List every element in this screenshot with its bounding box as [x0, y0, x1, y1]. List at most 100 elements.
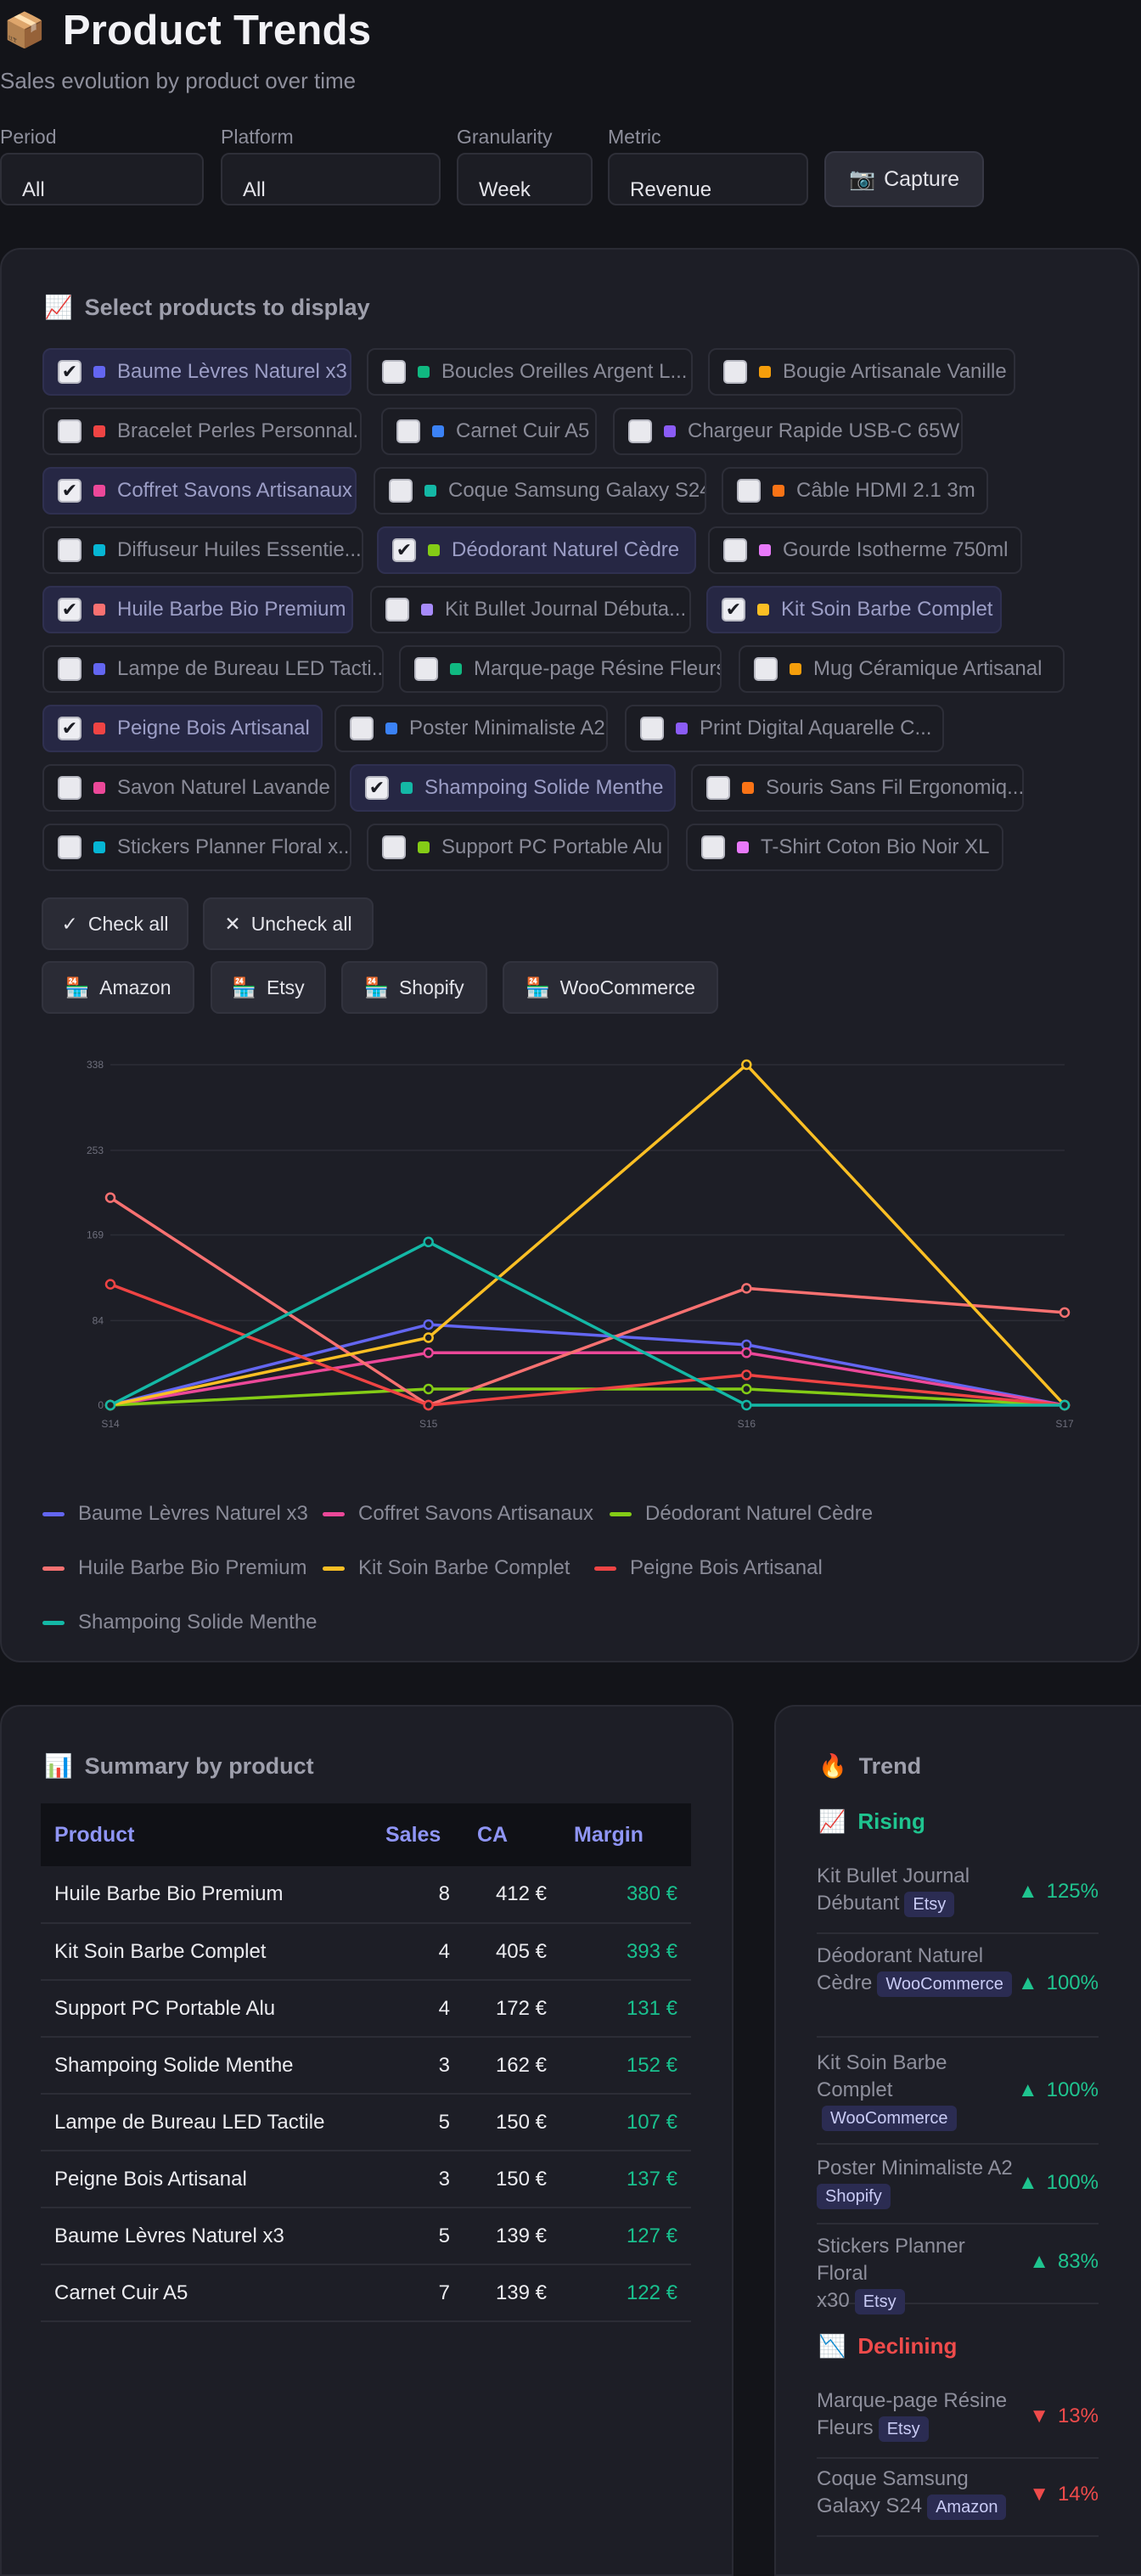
product-chip[interactable]: Marque-page Résine Fleurs — [399, 645, 722, 693]
product-chip[interactable]: Chargeur Rapide USB-C 65W — [613, 408, 963, 455]
platform-select[interactable]: All — [221, 153, 441, 205]
uncheck-all-button[interactable]: ✕ Uncheck all — [203, 897, 374, 950]
product-chip[interactable]: T-Shirt Coton Bio Noir XL — [686, 824, 1003, 871]
color-swatch — [93, 425, 105, 437]
checkbox[interactable] — [385, 598, 409, 622]
checkbox[interactable] — [382, 835, 406, 859]
checkbox-checked[interactable]: ✔ — [365, 776, 389, 800]
store-icon: 🏪 — [65, 976, 90, 998]
trend-percent-value: 100% — [1046, 2078, 1099, 2101]
color-swatch — [93, 366, 105, 378]
checkbox[interactable] — [706, 776, 730, 800]
legend-item[interactable]: Peigne Bois Artisanal — [594, 1556, 823, 1580]
product-chip[interactable]: Bracelet Perles Personnal... — [42, 408, 362, 455]
table-row: Kit Soin Barbe Complet 4 405 €393 € — [41, 1923, 691, 1981]
checkbox[interactable] — [723, 360, 747, 384]
legend-item[interactable]: Déodorant Naturel Cèdre — [610, 1502, 873, 1526]
check-all-label: Check all — [87, 912, 169, 935]
checkbox[interactable] — [396, 419, 420, 443]
product-chip[interactable]: ✔ Baume Lèvres Naturel x3 — [42, 348, 351, 396]
product-chip[interactable]: Bougie Artisanale Vanille — [708, 348, 1015, 396]
product-chip[interactable]: ✔ Déodorant Naturel Cèdre — [377, 526, 696, 574]
platform-button-label: Amazon — [99, 976, 171, 998]
trend-name-line: Déodorant Naturel — [817, 1944, 984, 1967]
granularity-select[interactable]: Week — [457, 153, 593, 205]
capture-button[interactable]: 📷 Capture — [824, 151, 984, 207]
checkbox[interactable] — [701, 835, 725, 859]
checkbox[interactable] — [754, 657, 778, 681]
product-chip[interactable]: Câble HDMI 2.1 3m — [722, 467, 988, 515]
product-chip[interactable]: Gourde Isotherme 750ml — [708, 526, 1022, 574]
product-chip[interactable]: ✔ Kit Soin Barbe Complet — [706, 586, 1002, 633]
checkbox[interactable] — [640, 717, 664, 740]
product-chip[interactable]: Lampe de Bureau LED Tacti... — [42, 645, 384, 693]
product-chip[interactable]: Souris Sans Fil Ergonomiq... — [691, 764, 1024, 812]
checkbox[interactable] — [58, 776, 82, 800]
checkbox-checked[interactable]: ✔ — [58, 598, 82, 622]
product-chip[interactable]: Stickers Planner Floral x... — [42, 824, 351, 871]
checkbox-checked[interactable]: ✔ — [58, 360, 82, 384]
trend-product-name: Déodorant Naturel Cèdre WooCommerce — [817, 1943, 1020, 1997]
checkbox[interactable] — [58, 419, 82, 443]
checkbox-checked[interactable]: ✔ — [722, 598, 745, 622]
product-chip[interactable]: Diffuseur Huiles Essentie... — [42, 526, 363, 574]
color-swatch — [93, 782, 105, 794]
x-icon: ✕ — [224, 912, 241, 935]
trend-percent: ▲ 83% — [1029, 2250, 1099, 2274]
checkbox[interactable] — [389, 479, 413, 503]
checkbox[interactable] — [58, 538, 82, 562]
checkbox-checked[interactable]: ✔ — [58, 479, 82, 503]
period-select[interactable]: All — [0, 153, 204, 205]
product-chip[interactable]: Boucles Oreilles Argent L... — [367, 348, 693, 396]
legend-item[interactable]: Huile Barbe Bio Premium — [42, 1556, 306, 1580]
cell-sales: 5 — [372, 2094, 464, 2151]
trend-percent: ▲ 100% — [1018, 2171, 1099, 2195]
checkbox[interactable] — [737, 479, 761, 503]
checkbox[interactable] — [414, 657, 438, 681]
declining-title: 📉 Declining — [818, 2333, 957, 2359]
product-chip[interactable]: Mug Céramique Artisanal — [739, 645, 1065, 693]
checkbox-checked[interactable]: ✔ — [392, 538, 416, 562]
trend-product-name: Stickers Planner Floral x30 Etsy — [817, 2233, 1020, 2314]
product-chip[interactable]: Savon Naturel Lavande — [42, 764, 336, 812]
platform-badge: Shopify — [817, 2183, 891, 2209]
legend-swatch — [594, 1566, 616, 1571]
platform-button-shopify[interactable]: 🏪 Shopify — [341, 961, 487, 1014]
cell-margin: 107 € — [560, 2094, 691, 2151]
col-margin: Margin — [560, 1803, 691, 1866]
product-chip[interactable]: ✔ Shampoing Solide Menthe — [350, 764, 676, 812]
product-chip[interactable]: Coque Samsung Galaxy S24 — [374, 467, 706, 515]
checkbox[interactable] — [382, 360, 406, 384]
product-chip[interactable]: ✔ Coffret Savons Artisanaux — [42, 467, 357, 515]
cell-sales: 3 — [372, 2151, 464, 2208]
checkbox[interactable] — [350, 717, 374, 740]
product-chip[interactable]: Carnet Cuir A5 — [381, 408, 597, 455]
trend-panel — [774, 1705, 1141, 2576]
check-all-button[interactable]: ✓ Check all — [42, 897, 188, 950]
product-chip[interactable]: Print Digital Aquarelle C... — [625, 705, 944, 752]
platform-badge: Etsy — [854, 2288, 905, 2314]
product-chip[interactable]: Support PC Portable Alu — [367, 824, 669, 871]
product-chip[interactable]: Kit Bullet Journal Débuta... — [370, 586, 691, 633]
legend-item[interactable]: Baume Lèvres Naturel x3 — [42, 1502, 308, 1526]
checkbox[interactable] — [628, 419, 652, 443]
platform-button-etsy[interactable]: 🏪 Etsy — [211, 961, 326, 1014]
legend-item[interactable]: Coffret Savons Artisanaux — [323, 1502, 593, 1526]
granularity-label: Granularity — [457, 126, 553, 148]
checkbox[interactable] — [723, 538, 747, 562]
checkbox-checked[interactable]: ✔ — [58, 717, 82, 740]
trend-item: Kit Bullet Journal Débutant Etsy ▲ 125% — [817, 1863, 1099, 1934]
color-swatch — [418, 366, 430, 378]
product-chip[interactable]: Poster Minimaliste A2 — [334, 705, 608, 752]
legend-item[interactable]: Kit Soin Barbe Complet — [323, 1556, 570, 1580]
platform-button-woocommerce[interactable]: 🏪 WooCommerce — [503, 961, 718, 1014]
legend-item[interactable]: Shampoing Solide Menthe — [42, 1611, 318, 1634]
metric-select[interactable]: Revenue — [608, 153, 808, 205]
trend-percent: ▼ 14% — [1029, 2483, 1099, 2506]
platform-button-amazon[interactable]: 🏪 Amazon — [42, 961, 194, 1014]
product-chip[interactable]: ✔ Huile Barbe Bio Premium — [42, 586, 353, 633]
product-chip[interactable]: ✔ Peigne Bois Artisanal — [42, 705, 323, 752]
color-swatch — [93, 544, 105, 556]
checkbox[interactable] — [58, 657, 82, 681]
checkbox[interactable] — [58, 835, 82, 859]
